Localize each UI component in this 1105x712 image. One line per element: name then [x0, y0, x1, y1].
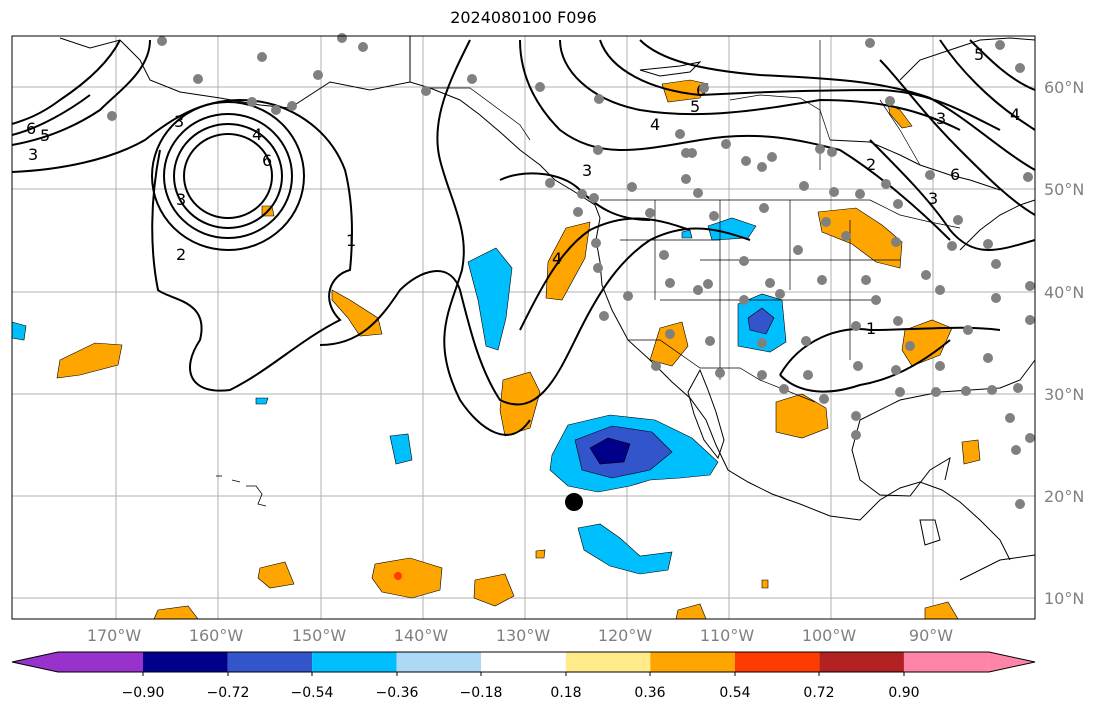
- lat-label: 10°N: [1044, 589, 1084, 608]
- colorbar-tick-label: 0.54: [719, 685, 750, 701]
- contour-label: 2: [176, 245, 186, 264]
- contour-label: 2: [866, 155, 876, 174]
- contour-label: 4: [1010, 105, 1020, 124]
- colorbar-tick-label: −0.72: [207, 685, 250, 701]
- colorbar-segment: [481, 652, 566, 672]
- longitude-labels: 170°W 160°W 150°W 140°W 130°W 120°W 110°…: [87, 626, 953, 645]
- colorbar-tick-label: −0.36: [376, 685, 419, 701]
- colorbar-segment: [312, 652, 397, 672]
- contour-label: 3: [928, 189, 938, 208]
- colorbar-segment: [58, 652, 143, 672]
- contour-label: 3: [174, 112, 184, 131]
- lon-label: 160°W: [189, 626, 244, 645]
- colorbar-tick-label: −0.90: [122, 685, 165, 701]
- lon-label: 150°W: [292, 626, 347, 645]
- colorbar-tick-label: 0.36: [634, 685, 665, 701]
- colorbar-extension-low: [12, 652, 58, 672]
- colorbar-segment: [819, 652, 904, 672]
- contour-label: 3: [28, 145, 38, 164]
- lon-label: 140°W: [394, 626, 449, 645]
- contour-label: 4: [650, 115, 660, 134]
- contour-label: 1: [866, 319, 876, 338]
- political-borders: [430, 40, 961, 403]
- hawaii-islands: [216, 475, 267, 507]
- lat-label: 20°N: [1044, 487, 1084, 506]
- latitude-labels: 60°N 50°N 40°N 30°N 20°N 10°N: [1044, 78, 1084, 608]
- colorbar-segment: [227, 652, 313, 672]
- positive-anomaly-areas: [56, 79, 981, 620]
- colorbar-segment: [650, 652, 735, 672]
- contour-label: 5: [690, 97, 700, 116]
- colorbar-outline: [11, 651, 1036, 673]
- contour-label: 6: [262, 151, 272, 170]
- contour-label: 6: [26, 119, 36, 138]
- strong-positive-spot: [394, 572, 402, 580]
- contour-label: 5: [974, 45, 984, 64]
- contour-label: 6: [950, 165, 960, 184]
- contour-label: 4: [252, 125, 262, 144]
- colorbar-segment: [565, 652, 651, 672]
- lat-label: 40°N: [1044, 283, 1084, 302]
- colorbar-segment: [396, 652, 482, 672]
- lat-label: 60°N: [1044, 78, 1084, 97]
- station-markers: [107, 33, 1035, 509]
- lon-label: 120°W: [598, 626, 653, 645]
- lon-label: 100°W: [802, 626, 857, 645]
- colorbar-tick-label: −0.18: [460, 685, 503, 701]
- colorbar-tick-labels: −0.90 −0.72 −0.54 −0.36 −0.18 0.18 0.36 …: [122, 685, 920, 701]
- colorbar-tick-label: −0.54: [291, 685, 334, 701]
- colorbar-tick-label: 0.72: [803, 685, 834, 701]
- colorbar-segment: [734, 652, 820, 672]
- colorbar-segment: [903, 652, 989, 672]
- contour-label: 4: [552, 249, 562, 268]
- colorbar-tick-label: 0.90: [888, 685, 919, 701]
- contour-label: 3: [176, 190, 186, 209]
- contour-label: 1: [346, 231, 356, 250]
- lat-label: 50°N: [1044, 180, 1084, 199]
- colorbar-ticks: [142, 672, 905, 676]
- lon-label: 170°W: [87, 626, 142, 645]
- lon-label: 90°W: [909, 626, 953, 645]
- colorbar-segment: [143, 652, 228, 672]
- lat-label: 30°N: [1044, 385, 1084, 404]
- negative-anomaly-areas: [11, 217, 787, 575]
- colorbar-tick-label: 0.18: [550, 685, 581, 701]
- colorbar-extension-high: [988, 652, 1035, 672]
- contour-label: 5: [40, 126, 50, 145]
- contour-label-group: 6 5 3 3 3 4 6 2 1 6 5 4 3 4 1 2 3 6 3 5 …: [26, 45, 1020, 338]
- storm-position-marker: [565, 493, 583, 511]
- map-frame: [11, 35, 1036, 620]
- colorbar-segments: [11, 651, 1036, 673]
- map-title: 2024080100 F096: [450, 8, 597, 27]
- lon-label: 130°W: [496, 626, 551, 645]
- lon-label: 110°W: [700, 626, 755, 645]
- colorbar: −0.90 −0.72 −0.54 −0.36 −0.18 0.18 0.36 …: [11, 651, 1036, 701]
- contour-label: 3: [582, 161, 592, 180]
- map-background: [12, 36, 1035, 619]
- contour-label: 3: [936, 109, 946, 128]
